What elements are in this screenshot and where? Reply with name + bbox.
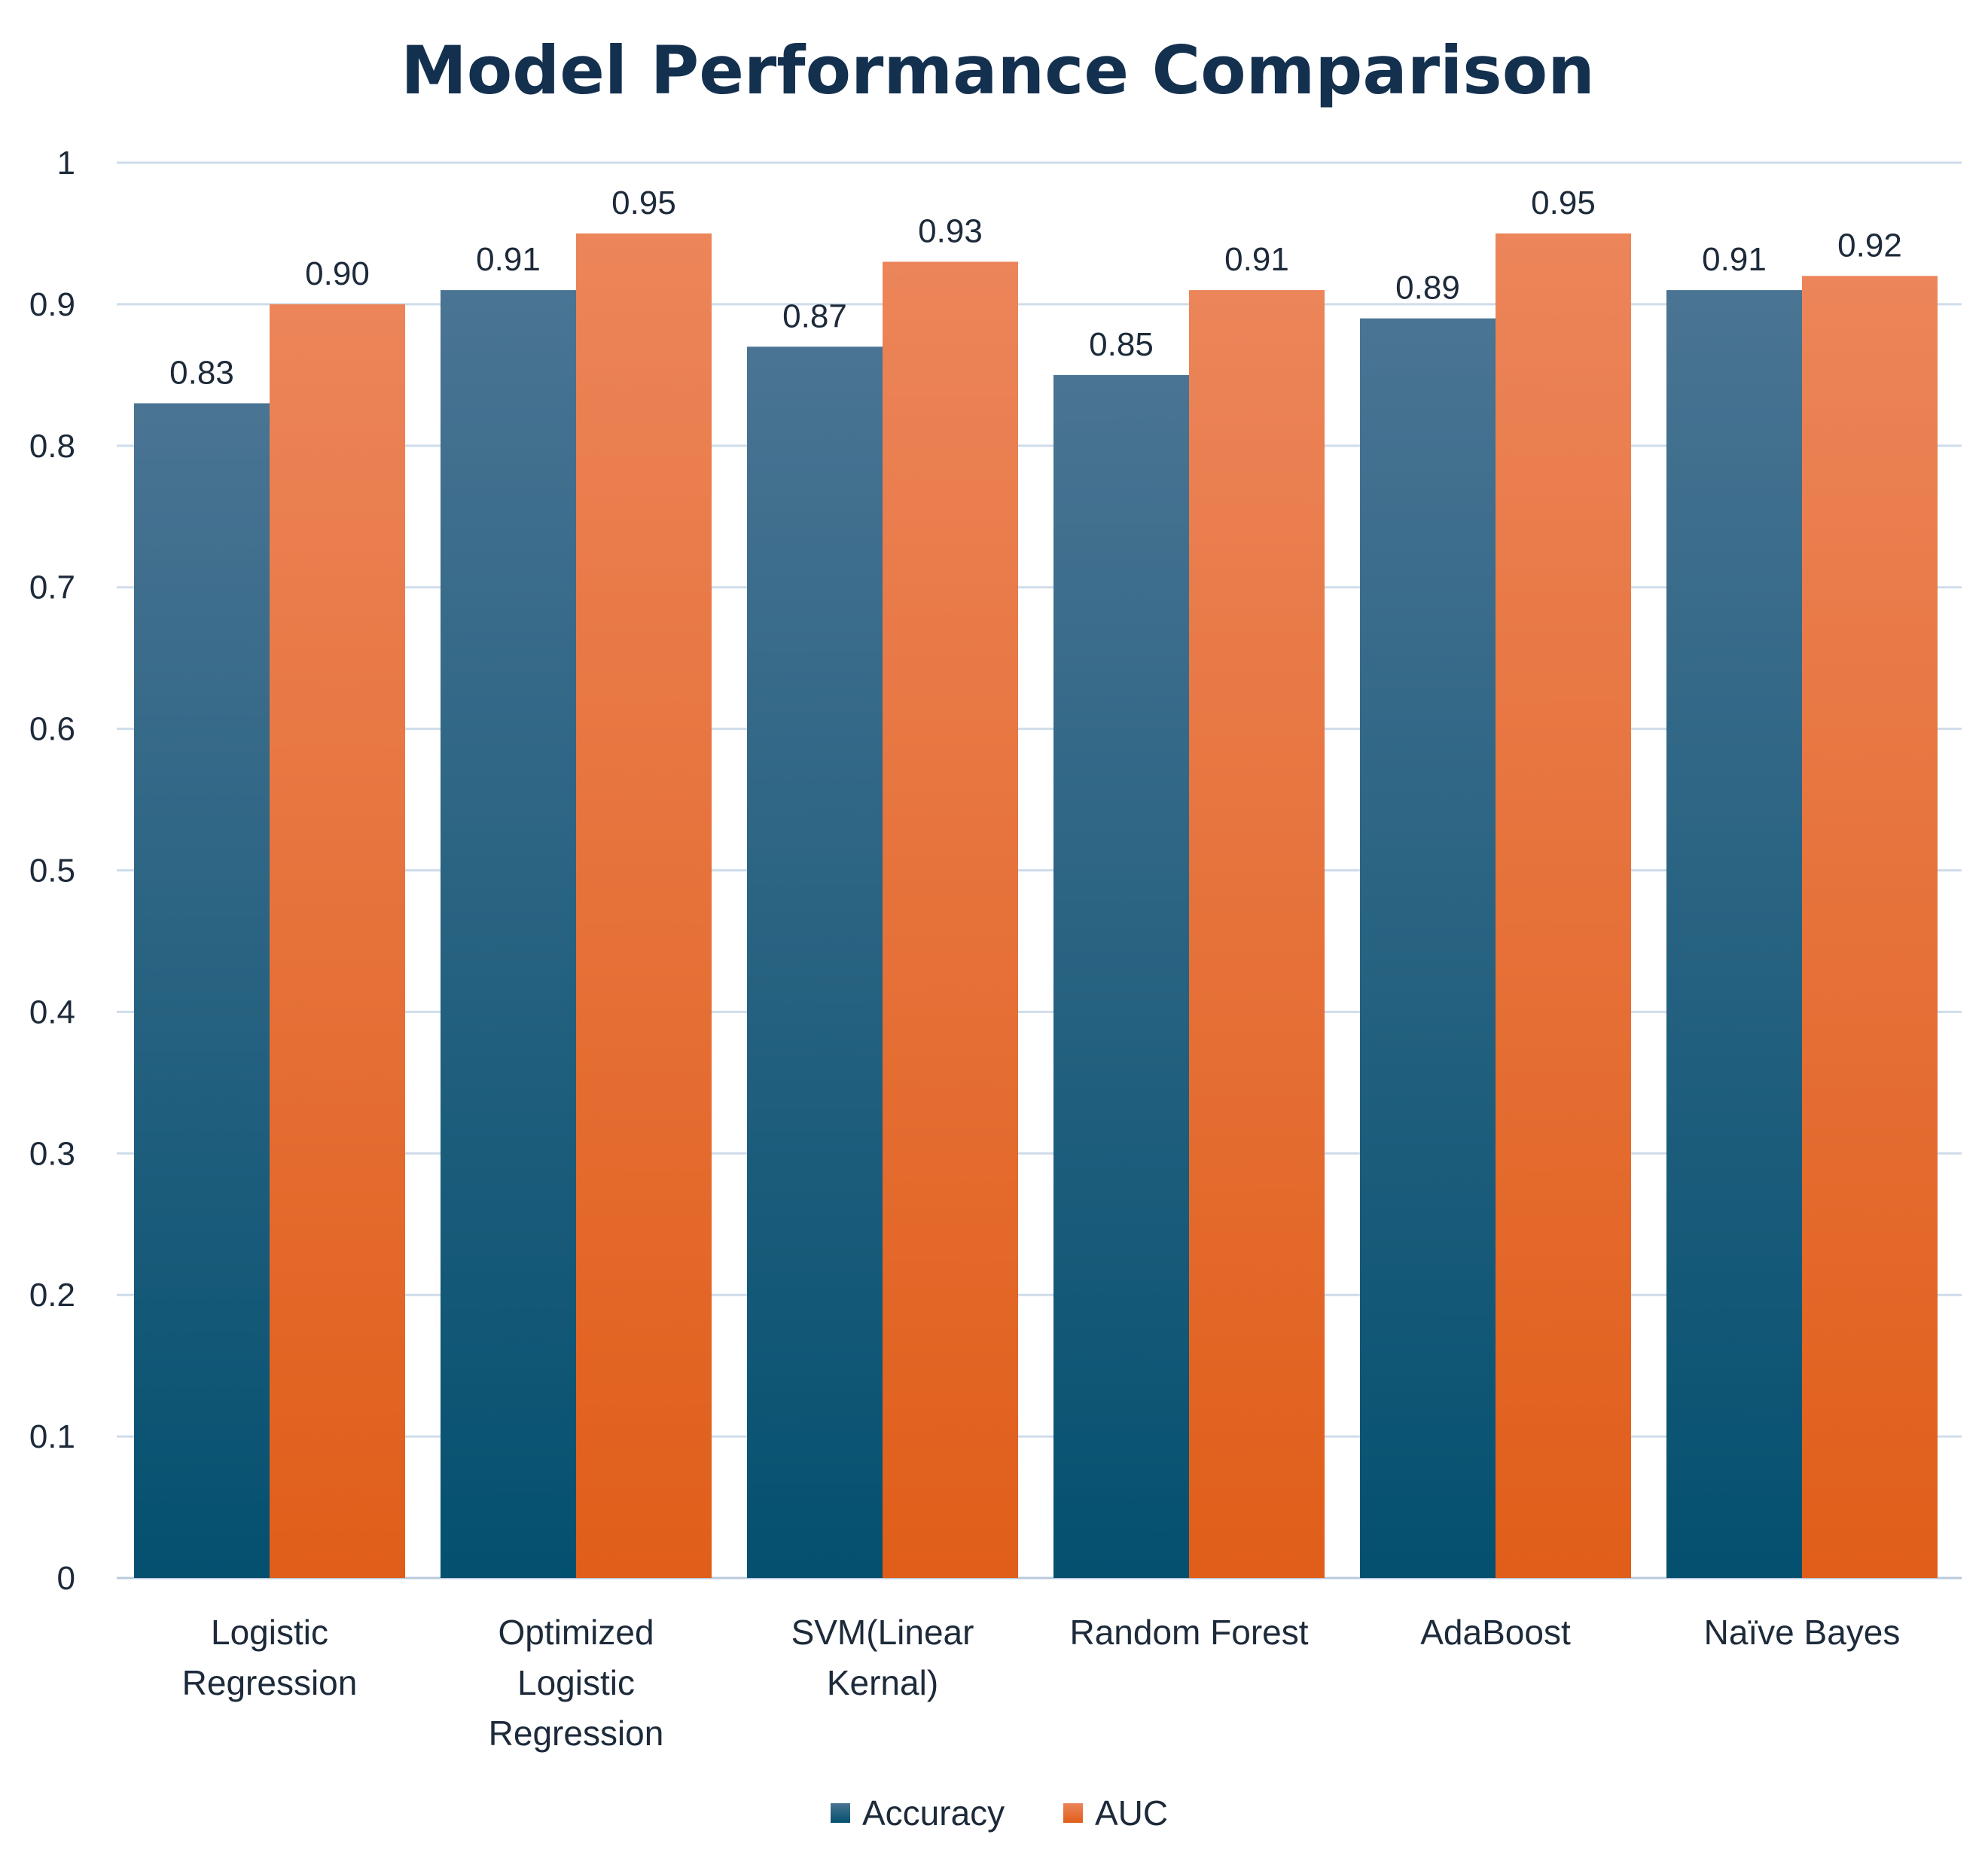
y-tick-label: 0 <box>57 1560 75 1597</box>
category-label: SVM(Linear Kernal) <box>791 1613 974 1702</box>
data-label: 0.87 <box>782 298 847 334</box>
data-label: 0.85 <box>1089 326 1154 363</box>
data-label: 0.90 <box>305 255 370 292</box>
category-label: Naïve Bayes <box>1704 1613 1901 1652</box>
data-label: 0.93 <box>918 213 983 250</box>
y-tick-label: 0.3 <box>29 1135 75 1172</box>
bar-auc <box>1496 233 1631 1579</box>
bar-auc <box>1189 290 1325 1578</box>
y-tick-label: 0.2 <box>29 1277 75 1314</box>
bars <box>134 233 1938 1579</box>
bar-auc <box>1802 276 1938 1578</box>
y-tick-label: 0.9 <box>29 286 75 323</box>
data-label: 0.91 <box>1702 241 1767 278</box>
bar-auc <box>270 304 405 1578</box>
bar-accuracy <box>441 290 576 1578</box>
bar-auc <box>883 261 1018 1578</box>
bar-auc <box>576 233 712 1579</box>
chart-title: Model Performance Comparison <box>401 32 1595 109</box>
bar-accuracy <box>1666 290 1802 1578</box>
data-label: 0.83 <box>169 354 234 391</box>
data-label: 0.95 <box>611 185 676 221</box>
bar-accuracy <box>1053 374 1189 1579</box>
legend-swatch-accuracy <box>831 1803 850 1823</box>
y-tick-label: 0.1 <box>29 1418 75 1455</box>
data-label: 0.91 <box>1224 241 1289 278</box>
category-label: AdaBoost <box>1420 1613 1571 1652</box>
bar-accuracy <box>134 403 270 1579</box>
legend-swatch-auc <box>1063 1803 1083 1823</box>
bar-accuracy <box>747 346 883 1578</box>
data-label: 0.92 <box>1837 227 1902 264</box>
category-label: Logistic Regression <box>182 1613 358 1702</box>
data-label: 0.89 <box>1395 270 1460 307</box>
y-tick-label: 0.6 <box>29 711 75 748</box>
y-tick-label: 1 <box>57 145 75 182</box>
y-tick-label: 0.7 <box>29 569 75 606</box>
data-label: 0.95 <box>1531 185 1596 221</box>
category-label: Optimized Logistic Regression <box>489 1613 664 1753</box>
data-labels: 0.83 0.90 0.91 0.95 0.87 0.93 0.85 0.91 0.89 0.95… <box>169 185 1902 391</box>
legend-label-accuracy: Accuracy <box>862 1793 1005 1833</box>
y-axis: 0 0.1 0.2 0.3 0.4 0.5 0.6 0.7 0.8 0.9 1 <box>29 145 75 1597</box>
legend-label-auc: AUC <box>1095 1793 1168 1833</box>
y-tick-label: 0.5 <box>29 853 75 890</box>
x-axis: Logistic Regression Optimized Logistic Regre… <box>182 1613 1901 1753</box>
bar-accuracy <box>1360 318 1496 1579</box>
gridlines <box>117 161 1962 1580</box>
y-tick-label: 0.8 <box>29 428 75 465</box>
category-label: Random Forest <box>1069 1613 1308 1652</box>
data-label: 0.91 <box>476 241 541 278</box>
legend: Accuracy AUC <box>831 1793 1168 1833</box>
y-tick-label: 0.4 <box>29 994 75 1030</box>
